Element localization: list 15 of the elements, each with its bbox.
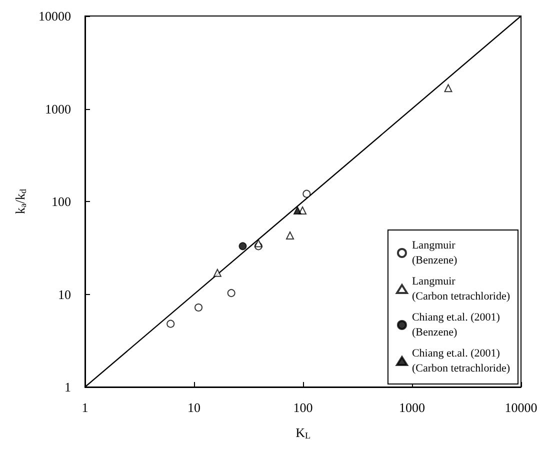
y-tick-label: 100 — [52, 194, 71, 209]
legend-label: Chiang et.al. (2001) (Benzene) — [412, 312, 500, 338]
y-tick-label: 10 — [58, 286, 71, 302]
x-tick-label: 10000 — [504, 400, 538, 415]
y-tick-label: 10000 — [38, 8, 71, 24]
x-tick-label: 10 — [188, 400, 200, 415]
y-tick-label: 1 — [64, 380, 71, 394]
y-axis-title: ka/kd — [12, 188, 28, 214]
x-tick-label: 1000 — [399, 400, 425, 415]
legend-label: Langmuir (Benzene) — [412, 240, 458, 266]
y-tick-label: 1000 — [45, 101, 71, 116]
x-tick-label: 100 — [293, 400, 313, 415]
legend-label: Chiang et.al. (2001) (Carbon tetrachloride) — [412, 348, 510, 374]
x-tick-label: 1 — [82, 400, 88, 415]
legend-label: Langmuir (Carbon tetrachloride) — [412, 276, 510, 302]
